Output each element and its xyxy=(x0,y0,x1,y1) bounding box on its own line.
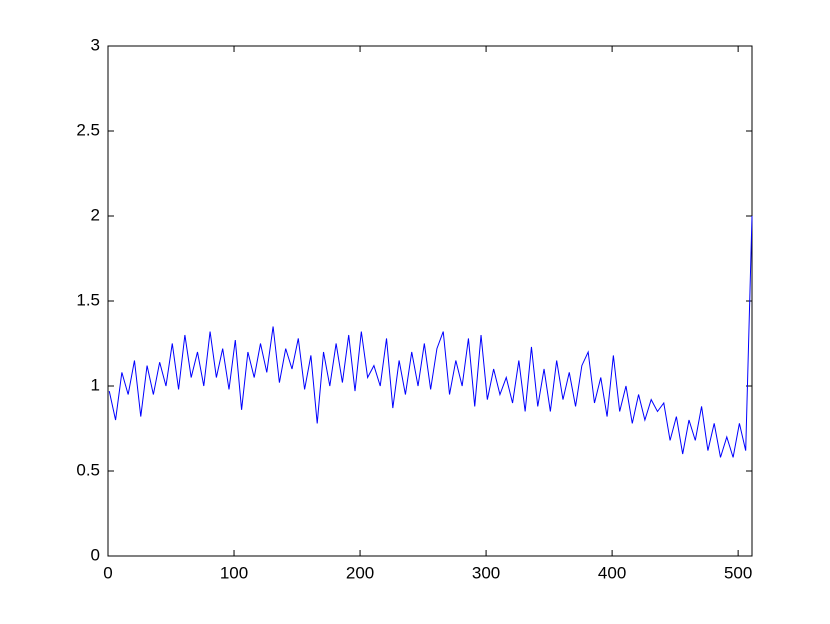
x-tick-label: 200 xyxy=(346,563,374,582)
y-tick-label: 2.5 xyxy=(76,120,100,139)
y-tick-label: 1 xyxy=(91,375,100,394)
x-tick-label: 500 xyxy=(724,563,752,582)
y-tick-label: 1.5 xyxy=(76,290,100,309)
y-tick-label: 0.5 xyxy=(76,460,100,479)
y-tick-label: 2 xyxy=(91,205,100,224)
data-line xyxy=(108,215,753,458)
y-tick-label: 3 xyxy=(91,35,100,54)
x-tick-label: 400 xyxy=(598,563,626,582)
y-tick-label: 0 xyxy=(91,545,100,564)
axes-box xyxy=(107,45,753,557)
x-tick-label: 300 xyxy=(472,563,500,582)
x-tick-label: 100 xyxy=(220,563,248,582)
x-tick-label: 0 xyxy=(103,563,112,582)
